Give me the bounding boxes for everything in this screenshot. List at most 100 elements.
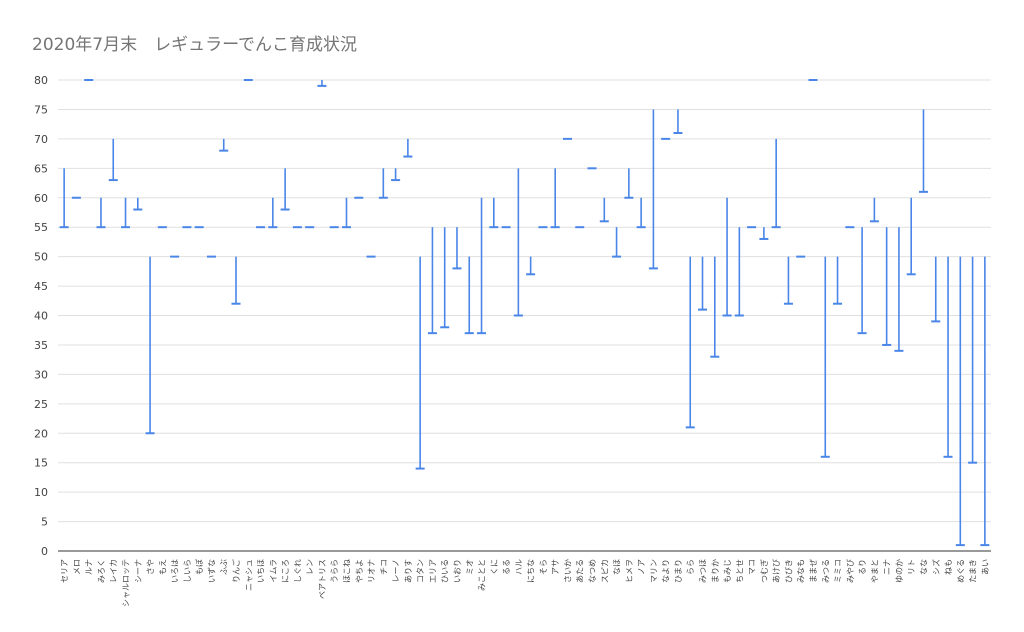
x-tick-label: シーナ	[134, 559, 143, 583]
x-tick-label: レーノ	[392, 559, 401, 583]
data-bar	[636, 197, 646, 229]
x-tick-label: るり	[858, 559, 867, 575]
x-tick-label: さいか	[563, 559, 572, 583]
data-bar	[145, 256, 155, 435]
x-tick-label: なより	[662, 559, 671, 583]
data-bar	[59, 168, 69, 229]
x-tick-label: レイカ	[109, 559, 118, 583]
x-tick-label: イムラ	[269, 559, 278, 582]
data-bar	[464, 256, 474, 335]
x-tick-label: しぐれ	[293, 559, 302, 583]
x-tick-label: さや	[146, 559, 155, 575]
x-tick-label: ひいる	[441, 559, 450, 583]
data-bar	[734, 227, 744, 317]
data-bar	[968, 256, 978, 464]
data-bar	[931, 256, 941, 323]
x-tick-label: ひびき	[784, 559, 793, 583]
x-tick-label: みろく	[97, 559, 106, 583]
data-bar	[783, 256, 793, 305]
data-bar	[771, 138, 781, 229]
x-tick-label: つむぎ	[759, 559, 769, 583]
x-tick-label: みつほ	[699, 559, 708, 583]
y-tick-label: 20	[34, 427, 48, 440]
x-tick-label: まりか	[711, 559, 720, 583]
x-tick-label: ねも	[944, 559, 953, 575]
x-tick-label: チコ	[379, 559, 388, 575]
x-tick-label: ニナ	[883, 559, 892, 575]
data-bar	[612, 227, 622, 258]
x-tick-label: スピカ	[600, 559, 609, 583]
y-tick-label: 45	[34, 280, 48, 293]
x-tick-label: そら	[539, 559, 548, 575]
x-tick-label: もみじ	[723, 559, 732, 583]
x-tick-label: メロ	[72, 559, 81, 575]
y-tick-label: 5	[41, 516, 48, 529]
data-bar	[759, 227, 769, 240]
data-bar	[943, 256, 953, 458]
x-tick-label: あい	[981, 559, 990, 575]
chart-title: 2020年7月末 レギュラーでんこ育成状況	[32, 35, 358, 55]
data-bar	[268, 197, 278, 229]
x-tick-label: ノア	[637, 559, 646, 575]
x-tick-label: ミミコ	[834, 559, 843, 583]
x-tick-label: ゆのか	[895, 559, 904, 583]
x-tick-label: ちとせ	[735, 559, 744, 583]
x-tick-label: らら	[686, 559, 695, 575]
data-bar	[452, 227, 462, 270]
y-tick-label: 70	[34, 133, 48, 146]
x-tick-label: リオナ	[367, 559, 376, 583]
x-tick-label: いろは	[171, 559, 180, 583]
x-tick-label: しいら	[183, 559, 192, 583]
x-tick-label: ふぶ	[220, 559, 229, 575]
data-bar	[391, 168, 401, 182]
data-bar	[378, 168, 388, 199]
data-bar	[599, 197, 609, 223]
x-tick-label: みことと	[478, 559, 487, 591]
x-tick-label: あけび	[772, 559, 781, 583]
x-tick-label: エリア	[428, 559, 437, 583]
x-tick-label: シャルロッテ	[122, 559, 131, 607]
data-bar	[427, 227, 437, 335]
x-tick-label: あたる	[576, 559, 585, 583]
data-bar	[526, 256, 536, 276]
x-tick-label: ルナ	[85, 559, 94, 575]
data-bar	[648, 109, 658, 270]
x-tick-label: るる	[502, 559, 511, 575]
x-tick-label: ミオ	[465, 559, 474, 575]
data-bar	[820, 256, 830, 458]
x-tick-label: なつめ	[588, 559, 597, 583]
x-tick-label: やちよ	[355, 559, 364, 583]
data-bar	[624, 168, 634, 199]
y-tick-label: 0	[41, 545, 48, 558]
y-tick-label: 50	[34, 251, 48, 264]
data-bar	[415, 256, 425, 470]
data-bar	[882, 227, 892, 346]
x-tick-label: なほ	[613, 559, 622, 575]
x-tick-label: にちな	[527, 559, 536, 583]
data-bar	[918, 109, 928, 193]
data-bar	[440, 227, 450, 329]
y-tick-label: 55	[34, 221, 48, 234]
x-tick-label: たまき	[969, 559, 978, 583]
x-tick-label: やまと	[870, 559, 879, 583]
x-tick-label: セリア	[60, 559, 69, 583]
data-bar	[857, 227, 867, 335]
x-tick-label: いちほ	[257, 559, 266, 583]
y-tick-label: 80	[34, 74, 48, 87]
x-tick-label: リト	[907, 559, 916, 575]
x-tick-label: ハル	[514, 559, 523, 575]
data-bar	[133, 197, 143, 211]
y-tick-label: 40	[34, 310, 48, 323]
y-tick-label: 65	[34, 162, 48, 175]
data-bar	[219, 138, 229, 152]
data-bar	[341, 197, 351, 229]
x-tick-label: もえ	[158, 559, 167, 575]
data-bar	[698, 256, 708, 311]
data-bar	[513, 168, 523, 317]
x-tick-label: みなも	[797, 559, 806, 583]
x-tick-label: もぼ	[195, 559, 204, 575]
x-tick-label: アサ	[551, 559, 560, 575]
data-bar	[317, 80, 327, 87]
x-tick-label: シズ	[931, 559, 941, 575]
